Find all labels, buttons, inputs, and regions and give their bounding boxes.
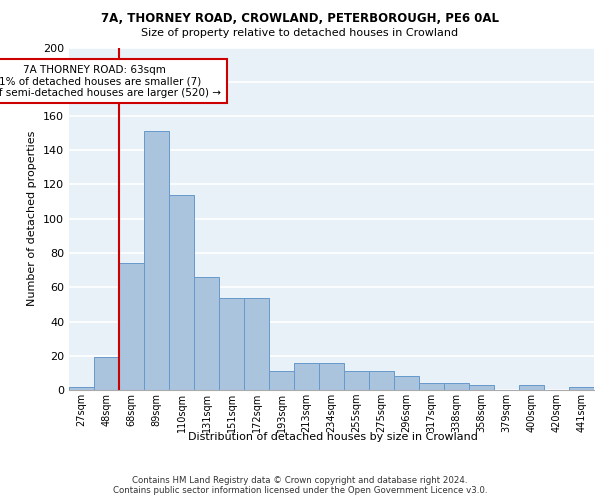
Bar <box>169 195 194 390</box>
Bar <box>344 371 369 390</box>
Bar <box>269 371 294 390</box>
Bar <box>144 132 169 390</box>
Bar <box>519 385 544 390</box>
Text: Distribution of detached houses by size in Crowland: Distribution of detached houses by size … <box>188 432 478 442</box>
Bar <box>319 362 344 390</box>
Text: 7A THORNEY ROAD: 63sqm
← 1% of detached houses are smaller (7)
98% of semi-detac: 7A THORNEY ROAD: 63sqm ← 1% of detached … <box>0 64 221 98</box>
Bar <box>69 386 94 390</box>
Text: 7A, THORNEY ROAD, CROWLAND, PETERBOROUGH, PE6 0AL: 7A, THORNEY ROAD, CROWLAND, PETERBOROUGH… <box>101 12 499 26</box>
Bar <box>469 385 494 390</box>
Bar <box>369 371 394 390</box>
Text: Contains HM Land Registry data © Crown copyright and database right 2024.: Contains HM Land Registry data © Crown c… <box>132 476 468 485</box>
Bar <box>244 298 269 390</box>
Text: Size of property relative to detached houses in Crowland: Size of property relative to detached ho… <box>142 28 458 38</box>
Bar <box>119 264 144 390</box>
Bar <box>569 386 594 390</box>
Bar <box>194 277 219 390</box>
Bar <box>394 376 419 390</box>
Bar <box>94 358 119 390</box>
Bar <box>294 362 319 390</box>
Text: Contains public sector information licensed under the Open Government Licence v3: Contains public sector information licen… <box>113 486 487 495</box>
Bar <box>419 383 444 390</box>
Bar <box>444 383 469 390</box>
Y-axis label: Number of detached properties: Number of detached properties <box>28 131 37 306</box>
Bar <box>219 298 244 390</box>
